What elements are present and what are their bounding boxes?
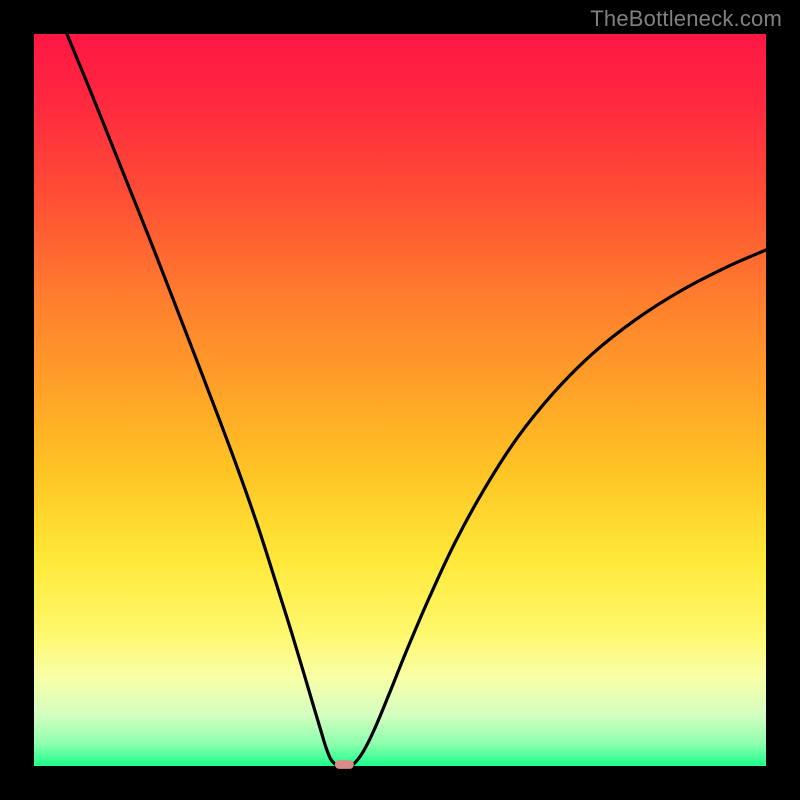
bottleneck-chart: TheBottleneck.com <box>0 0 800 800</box>
watermark-text: TheBottleneck.com <box>590 6 782 32</box>
plot-background <box>34 34 766 766</box>
chart-svg <box>0 0 800 800</box>
minimum-marker <box>335 760 354 769</box>
